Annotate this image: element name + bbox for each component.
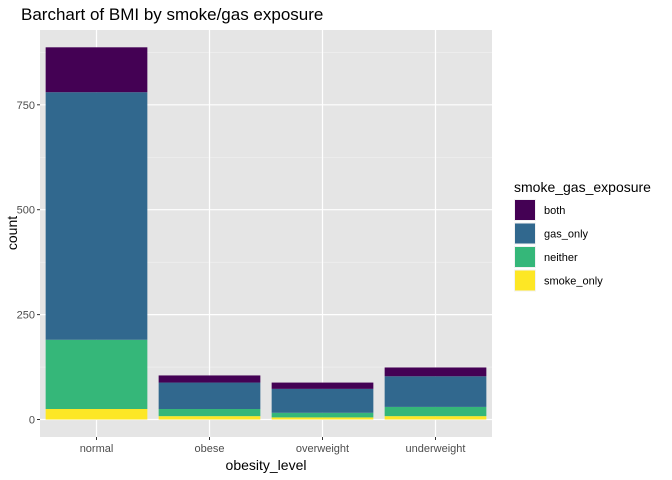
bar-segment-gas_only <box>158 382 261 410</box>
y-tick-label: 750 <box>17 100 35 112</box>
x-axis-title: obesity_level <box>226 457 307 473</box>
bar-segment-neither <box>45 339 148 410</box>
x-tick-label: obese <box>195 443 225 455</box>
y-axis-title: count <box>4 216 20 250</box>
bar-segment-smoke_only <box>158 416 261 420</box>
legend-swatch-gas_only <box>515 223 535 244</box>
legend-swatch-neither <box>515 247 535 267</box>
x-axis-ticks: normal obese overweight underweight <box>80 437 466 455</box>
x-tick-label: overweight <box>296 443 349 455</box>
legend-label-both: both <box>544 205 565 217</box>
bar-segment-both <box>158 375 261 383</box>
bar-segment-both <box>271 382 374 389</box>
x-tick-label: normal <box>80 443 114 455</box>
y-axis-ticks: 0 250 500 750 <box>17 100 40 427</box>
bar-segment-neither <box>271 412 374 418</box>
bar-segment-gas_only <box>271 388 374 413</box>
bar-segment-gas_only <box>384 376 487 407</box>
bar-segment-smoke_only <box>45 409 148 420</box>
chart-title: Barchart of BMI by smoke/gas exposure <box>21 5 323 24</box>
legend-swatch-smoke_only <box>515 270 535 291</box>
y-tick-label: 0 <box>29 415 35 427</box>
bar-segment-neither <box>384 406 487 417</box>
legend-title: smoke_gas_exposure <box>514 179 651 195</box>
bar-segment-smoke_only <box>271 417 374 420</box>
y-tick-label: 500 <box>17 205 35 217</box>
bar-segment-both <box>384 367 487 377</box>
bar-segment-gas_only <box>45 92 148 340</box>
legend-swatch-both <box>515 200 535 220</box>
x-tick-label: underweight <box>406 443 466 455</box>
bar-segment-neither <box>158 409 261 417</box>
bar-segment-both <box>45 47 148 93</box>
legend-label-gas_only: gas_only <box>544 229 589 241</box>
bars <box>45 47 487 420</box>
legend-label-neither: neither <box>544 252 578 264</box>
legend-label-smoke_only: smoke_only <box>544 276 603 288</box>
bar-segment-smoke_only <box>384 416 487 420</box>
y-tick-label: 250 <box>17 310 35 322</box>
